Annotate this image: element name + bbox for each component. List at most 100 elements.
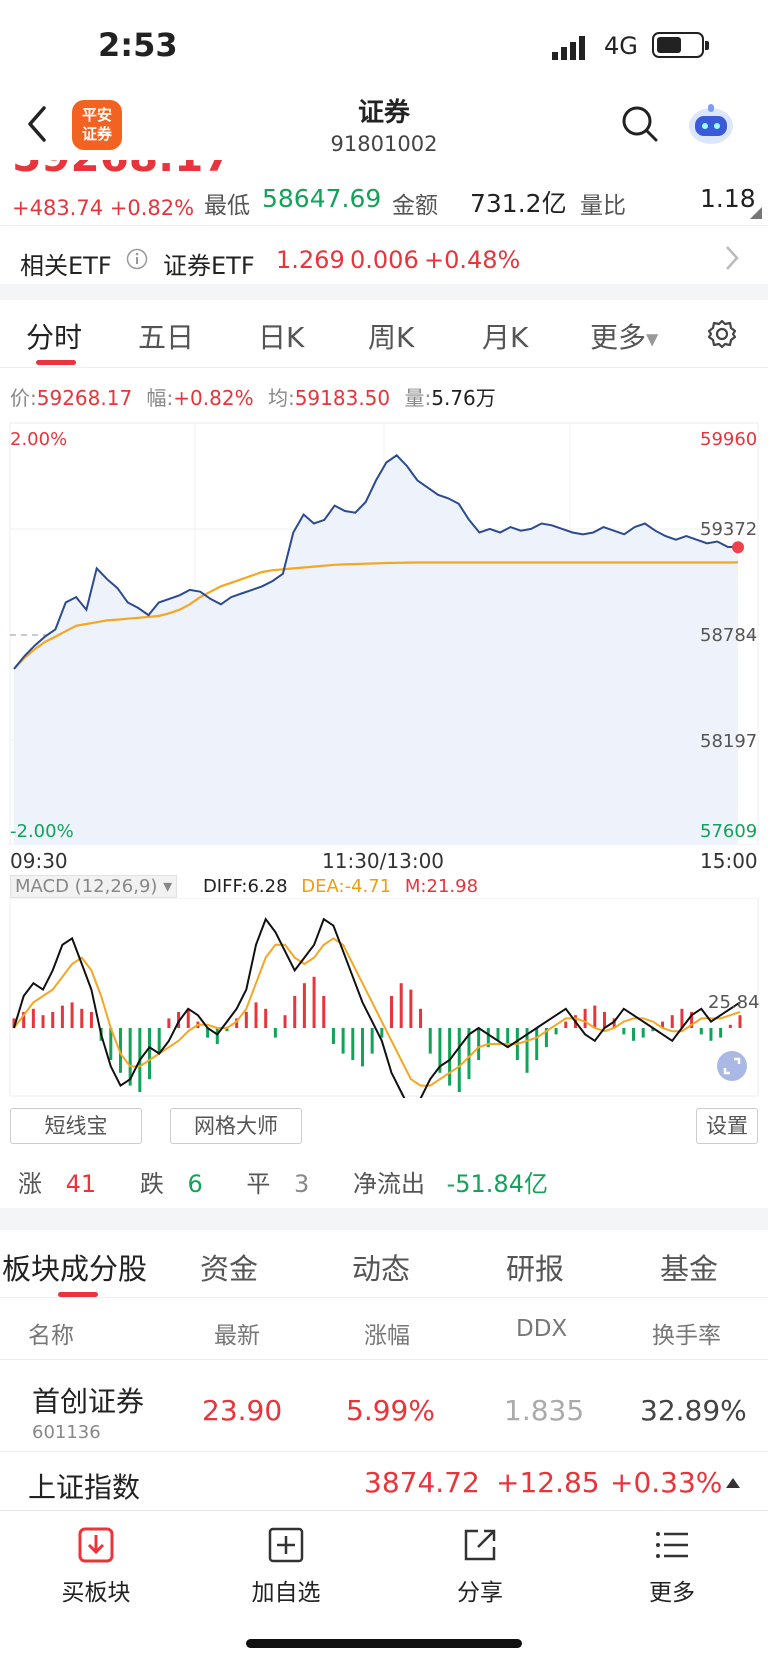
tab-monthly-k[interactable]: 月K bbox=[482, 321, 529, 354]
info-icon[interactable] bbox=[126, 248, 148, 270]
dea-label: DEA: bbox=[301, 876, 345, 897]
stock-code: 601136 bbox=[32, 1422, 101, 1443]
list-icon bbox=[656, 1532, 688, 1558]
diff-value: 6.28 bbox=[247, 876, 288, 897]
range-value: +0.82% bbox=[173, 386, 254, 410]
price-change: +483.74 +0.82% bbox=[12, 196, 195, 220]
more-button[interactable]: 更多 bbox=[612, 1525, 732, 1607]
chevron-right-icon bbox=[726, 246, 739, 270]
col-last[interactable]: 最新 bbox=[214, 1323, 260, 1349]
macd-chart[interactable]: 25.84 bbox=[0, 897, 768, 1114]
tab-fund[interactable]: 基金 bbox=[660, 1252, 719, 1286]
dea-line bbox=[13, 937, 741, 1087]
index-name: 上证指数 bbox=[28, 1471, 141, 1504]
share-button[interactable]: 分享 bbox=[420, 1525, 540, 1607]
tab-research[interactable]: 研报 bbox=[506, 1252, 565, 1286]
expand-up-icon[interactable] bbox=[726, 1478, 740, 1488]
tab-news[interactable]: 动态 bbox=[352, 1252, 411, 1286]
fullscreen-button[interactable] bbox=[717, 1051, 747, 1081]
flat-label: 平 bbox=[246, 1170, 271, 1198]
signal-icon bbox=[552, 36, 585, 60]
x-label-close: 15:00 bbox=[700, 849, 758, 873]
stock-name: 首创证券 bbox=[32, 1385, 145, 1418]
etf-label: 相关ETF bbox=[20, 252, 112, 280]
vol-label: 量: bbox=[404, 386, 432, 410]
dea-value: -4.71 bbox=[344, 876, 392, 897]
intraday-info: 价:59268.17 幅:+0.82% 均:59183.50 量:5.76万 bbox=[10, 382, 496, 411]
logo-line-2: 证券 bbox=[81, 125, 112, 143]
bottom-bar: 买板块 加自选 分享 更多 bbox=[0, 1510, 768, 1662]
robot-assistant-icon[interactable] bbox=[686, 100, 736, 148]
up-count: 41 bbox=[65, 1170, 97, 1198]
back-icon[interactable] bbox=[22, 102, 52, 146]
vol-value: 5.76万 bbox=[431, 386, 496, 410]
related-etf-row[interactable]: 相关ETF 证券ETF 1.269 0.006 +0.48% bbox=[0, 226, 768, 282]
x-label-mid: 11:30/13:00 bbox=[322, 849, 445, 873]
section-tabs: 板块成分股 资金 动态 研报 基金 bbox=[0, 1232, 768, 1298]
low-label: 最低 bbox=[204, 193, 250, 219]
search-icon[interactable] bbox=[620, 104, 660, 144]
avg-label: 均: bbox=[267, 386, 295, 410]
intraday-chart[interactable]: 2.00% -2.00% 59960 59372 58784 58197 576… bbox=[0, 415, 768, 875]
macd-selector[interactable]: MACD (12,26,9) ▾ bbox=[10, 875, 178, 898]
tab-constituents[interactable]: 板块成分股 bbox=[2, 1252, 148, 1286]
macd-axis-value: 25.84 bbox=[708, 992, 760, 1013]
tab-daily-k[interactable]: 日K bbox=[258, 321, 305, 354]
price-value: 59268.17 bbox=[36, 386, 133, 410]
amount-label: 金额 bbox=[392, 193, 438, 219]
active-section-indicator bbox=[58, 1292, 98, 1297]
download-box-icon bbox=[78, 1527, 114, 1563]
stock-pct: 5.99% bbox=[346, 1394, 435, 1427]
status-bar: 2:53 4G bbox=[0, 0, 768, 90]
nav-bar: 平安 证券 证券 91801002 bbox=[0, 90, 768, 160]
y-right-3: 58197 bbox=[700, 731, 758, 752]
y-right-4: 57609 bbox=[700, 821, 758, 842]
gear-icon[interactable] bbox=[706, 318, 738, 350]
broker-logo: 平安 证券 bbox=[72, 100, 122, 150]
m-value: 21.98 bbox=[426, 876, 479, 897]
home-indicator bbox=[246, 1639, 522, 1648]
tab-five-day[interactable]: 五日 bbox=[138, 321, 195, 354]
col-name[interactable]: 名称 bbox=[28, 1323, 74, 1349]
last-price-dot bbox=[732, 541, 744, 554]
y-left-bottom: -2.00% bbox=[10, 821, 74, 842]
battery-icon bbox=[652, 32, 709, 58]
buy-sector-label: 买板块 bbox=[61, 1580, 131, 1606]
col-pct[interactable]: 涨幅 bbox=[364, 1323, 410, 1349]
stock-last: 23.90 bbox=[202, 1394, 283, 1427]
y-right-2: 58784 bbox=[700, 625, 758, 646]
col-turnover[interactable]: 换手率 bbox=[652, 1323, 721, 1349]
price-area bbox=[14, 455, 738, 845]
intraday-chart-svg bbox=[9, 422, 759, 846]
settings-button[interactable]: 设置 bbox=[696, 1108, 758, 1144]
tab-more-label: 更多 bbox=[590, 321, 647, 354]
table-row[interactable]: 首创证券 601136 23.90 5.99% 1.835 32.89% bbox=[0, 1362, 768, 1452]
macd-label: MACD (12,26,9) bbox=[15, 876, 158, 897]
grid-master-button[interactable]: 网格大师 bbox=[170, 1108, 302, 1144]
net-flow-value: -51.84亿 bbox=[446, 1170, 548, 1198]
index-ticker[interactable]: 上证指数 3874.72 +12.85 +0.33% bbox=[0, 1454, 768, 1510]
expand-corner-icon[interactable] bbox=[750, 207, 762, 219]
tab-weekly-k[interactable]: 周K bbox=[368, 321, 415, 354]
divider bbox=[0, 284, 768, 300]
avg-value: 59183.50 bbox=[294, 386, 391, 410]
short-line-button[interactable]: 短线宝 bbox=[10, 1108, 142, 1144]
amount-value: 731.2亿 bbox=[470, 189, 567, 218]
col-ddx[interactable]: DDX bbox=[516, 1316, 568, 1342]
add-watchlist-label: 加自选 bbox=[251, 1580, 321, 1606]
buy-sector-button[interactable]: 买板块 bbox=[36, 1525, 156, 1607]
macd-chart-svg bbox=[9, 897, 759, 1114]
etf-pct: +0.48% bbox=[424, 246, 521, 274]
tab-funds-flow[interactable]: 资金 bbox=[200, 1252, 259, 1286]
y-right-1: 59372 bbox=[700, 519, 758, 540]
tab-intraday[interactable]: 分时 bbox=[26, 321, 83, 354]
add-watchlist-button[interactable]: 加自选 bbox=[226, 1525, 346, 1607]
share-icon bbox=[464, 1529, 496, 1561]
flat-count: 3 bbox=[294, 1170, 310, 1198]
stock-turnover: 32.89% bbox=[640, 1394, 747, 1427]
price-line bbox=[13, 453, 739, 670]
market-breadth: 涨 41 跌 6 平 3 净流出 -51.84亿 bbox=[18, 1164, 548, 1199]
avg-line bbox=[13, 561, 739, 670]
active-tab-indicator bbox=[36, 360, 76, 365]
tab-more[interactable]: 更多▼ bbox=[590, 316, 658, 356]
